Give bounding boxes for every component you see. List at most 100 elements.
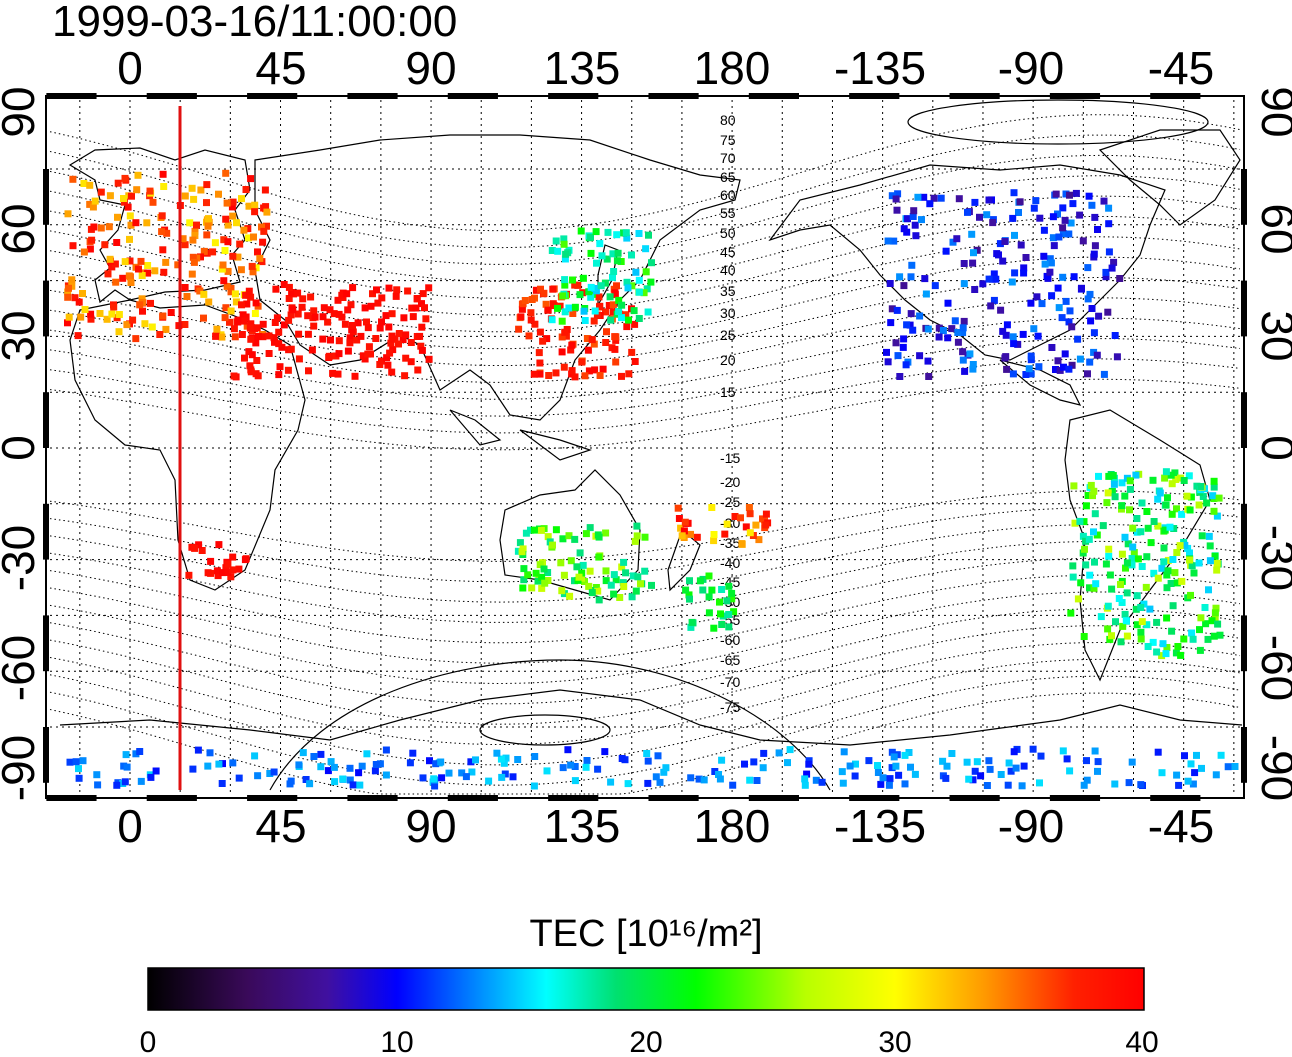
maglat-label: 15 [720, 384, 736, 400]
tec-cell [364, 350, 372, 358]
tec-cell [1061, 216, 1069, 224]
maglat-label: -65 [720, 652, 740, 668]
tec-cell [971, 767, 979, 775]
tec-cell [715, 771, 722, 778]
tec-cell [251, 752, 259, 760]
tec-cell [1111, 332, 1119, 339]
tec-cell [1014, 340, 1022, 348]
tec-cell [1049, 234, 1057, 242]
tec-cell [731, 513, 739, 520]
tec-cell [1177, 651, 1185, 659]
tec-cell [252, 299, 260, 307]
tec-cell [935, 324, 943, 332]
tec-cell [561, 328, 569, 336]
tec-cell [632, 268, 640, 276]
tec-cell [146, 187, 154, 195]
tec-cell [1076, 517, 1084, 525]
tec-cell [1095, 472, 1102, 480]
tec-cell [1049, 213, 1057, 221]
tec-cell [999, 327, 1007, 335]
tec-cell [888, 305, 896, 313]
tec-cell [1163, 614, 1171, 622]
tec-cell [251, 208, 259, 216]
tec-cell [937, 194, 945, 202]
tec-cell [185, 571, 193, 579]
tec-cell [227, 288, 235, 296]
tec-cell [618, 563, 626, 571]
tec-cell [271, 338, 278, 346]
tec-cell [534, 577, 542, 585]
tec-cell [124, 203, 132, 211]
tec-cell [1137, 635, 1145, 643]
tec-cell [160, 268, 168, 276]
tec-cell [577, 227, 585, 235]
tec-cell [746, 510, 754, 518]
tec-cell [585, 582, 593, 590]
frame-tick [849, 93, 900, 99]
tec-cell [596, 302, 604, 310]
tec-cell [521, 297, 529, 304]
tec-cell [708, 504, 716, 511]
tec-cell [628, 348, 636, 356]
frame-tick [146, 93, 197, 99]
tec-cell [299, 295, 307, 303]
tec-cell [97, 188, 105, 196]
tec-cell [558, 317, 566, 325]
tec-cell [611, 333, 619, 341]
tec-cell [143, 219, 151, 227]
tec-cell [152, 767, 160, 775]
tec-cell [741, 760, 748, 768]
tec-cell [361, 304, 369, 312]
tec-cell [69, 242, 77, 250]
maglat-label: -40 [720, 555, 740, 571]
tec-cell [1102, 560, 1110, 568]
tec-cell [270, 334, 278, 342]
tec-cell [248, 351, 256, 359]
tec-cell [120, 198, 128, 206]
tec-cell [227, 573, 235, 581]
tec-cell [1116, 275, 1124, 282]
maglat-contour [49, 574, 1241, 664]
tec-cell [721, 530, 729, 538]
tec-cell [615, 308, 623, 315]
tec-cell [1122, 617, 1130, 625]
tec-cell [571, 763, 579, 770]
tec-cell [579, 561, 587, 569]
maglat-contour [49, 658, 1241, 766]
frame-tick [43, 169, 49, 225]
tec-cell [234, 253, 242, 261]
tec-cell [576, 291, 584, 299]
tec-cell [1097, 613, 1105, 621]
tec-cell [194, 746, 202, 754]
tec-cell [725, 611, 733, 618]
tec-cell [110, 303, 118, 311]
tec-cell [387, 339, 395, 347]
tec-cell [136, 301, 144, 309]
tec-cell [418, 346, 426, 354]
tec-cell [418, 300, 425, 308]
tec-cell [1124, 540, 1132, 548]
tec-cell [1010, 748, 1018, 756]
tec-cell [948, 750, 956, 757]
tec-cell [87, 315, 95, 323]
tec-cell [599, 365, 607, 373]
tec-cell [1063, 755, 1071, 763]
maglat-contour [49, 114, 1241, 232]
tec-cell [1015, 209, 1022, 216]
maglat-label: 80 [720, 112, 736, 128]
tec-cell [716, 775, 724, 783]
tec-cell [1198, 532, 1206, 540]
tec-cell [1163, 644, 1171, 651]
tec-cell [1069, 562, 1077, 570]
tec-cell [501, 770, 509, 778]
tec-cell [725, 623, 733, 631]
tec-cell [641, 533, 649, 541]
tec-cell [1054, 284, 1062, 292]
figure-title: 1999-03-16/11:00:00 [52, 0, 457, 46]
tec-cell [1212, 771, 1220, 779]
tec-cell [75, 774, 83, 782]
tec-cell [96, 310, 104, 317]
tec-cell [272, 285, 280, 293]
tec-cell [426, 757, 433, 765]
tec-cell [422, 315, 430, 323]
